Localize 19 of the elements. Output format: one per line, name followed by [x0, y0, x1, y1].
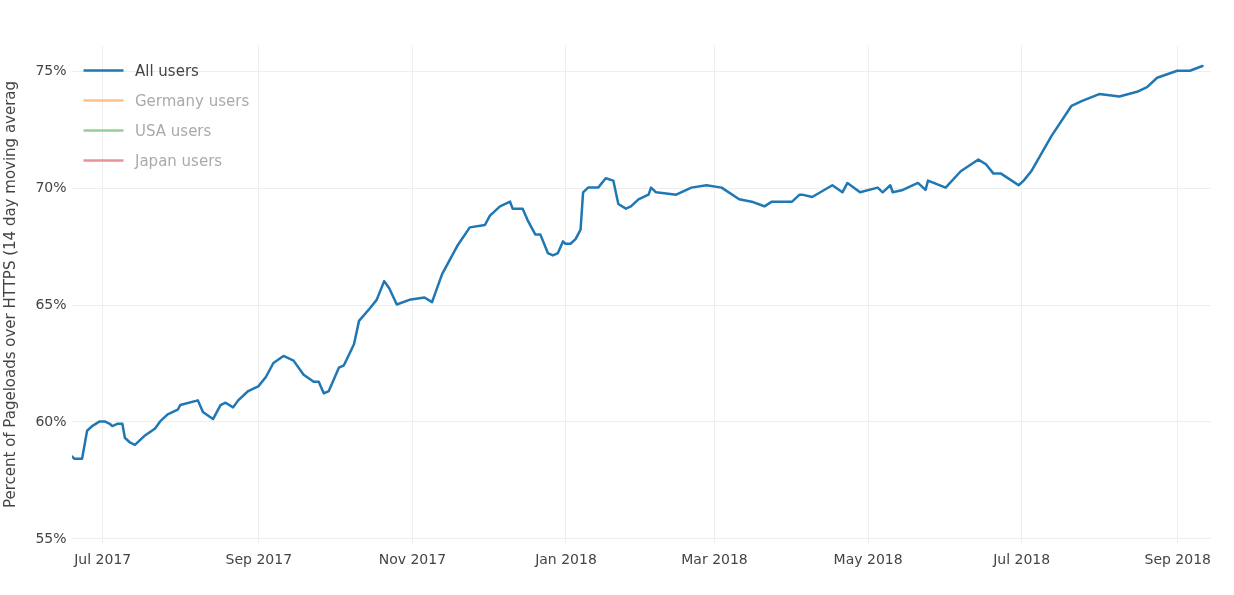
x-tick-label: May 2018	[833, 550, 903, 567]
y-tick-label: 65%	[35, 296, 67, 313]
x-tick-label: Sep 2018	[1144, 550, 1211, 567]
y-tick-label: 70%	[35, 179, 67, 196]
line-series	[72, 64, 1204, 461]
y-tick-label: 60%	[35, 412, 67, 429]
legend-label: Japan users	[134, 151, 223, 170]
x-tick-label: Mar 2018	[681, 550, 748, 567]
x-tick-label: Nov 2017	[378, 550, 447, 567]
legend-label: USA users	[135, 121, 212, 140]
legend-label: Germany users	[135, 91, 250, 110]
y-tick-label: 75%	[35, 62, 67, 79]
x-tick-label: Sep 2017	[225, 550, 293, 567]
y-axis-title: Percent of Pageloads over HTTPS (14 day moving averag	[0, 80, 19, 509]
legend-label: All users	[135, 61, 200, 80]
x-tick-label: Jan 2018	[534, 550, 597, 567]
x-tick-label: Jul 2017	[73, 550, 132, 567]
x-tick-label: Jul 2018	[992, 550, 1051, 567]
y-tick-label: 55%	[35, 529, 67, 546]
